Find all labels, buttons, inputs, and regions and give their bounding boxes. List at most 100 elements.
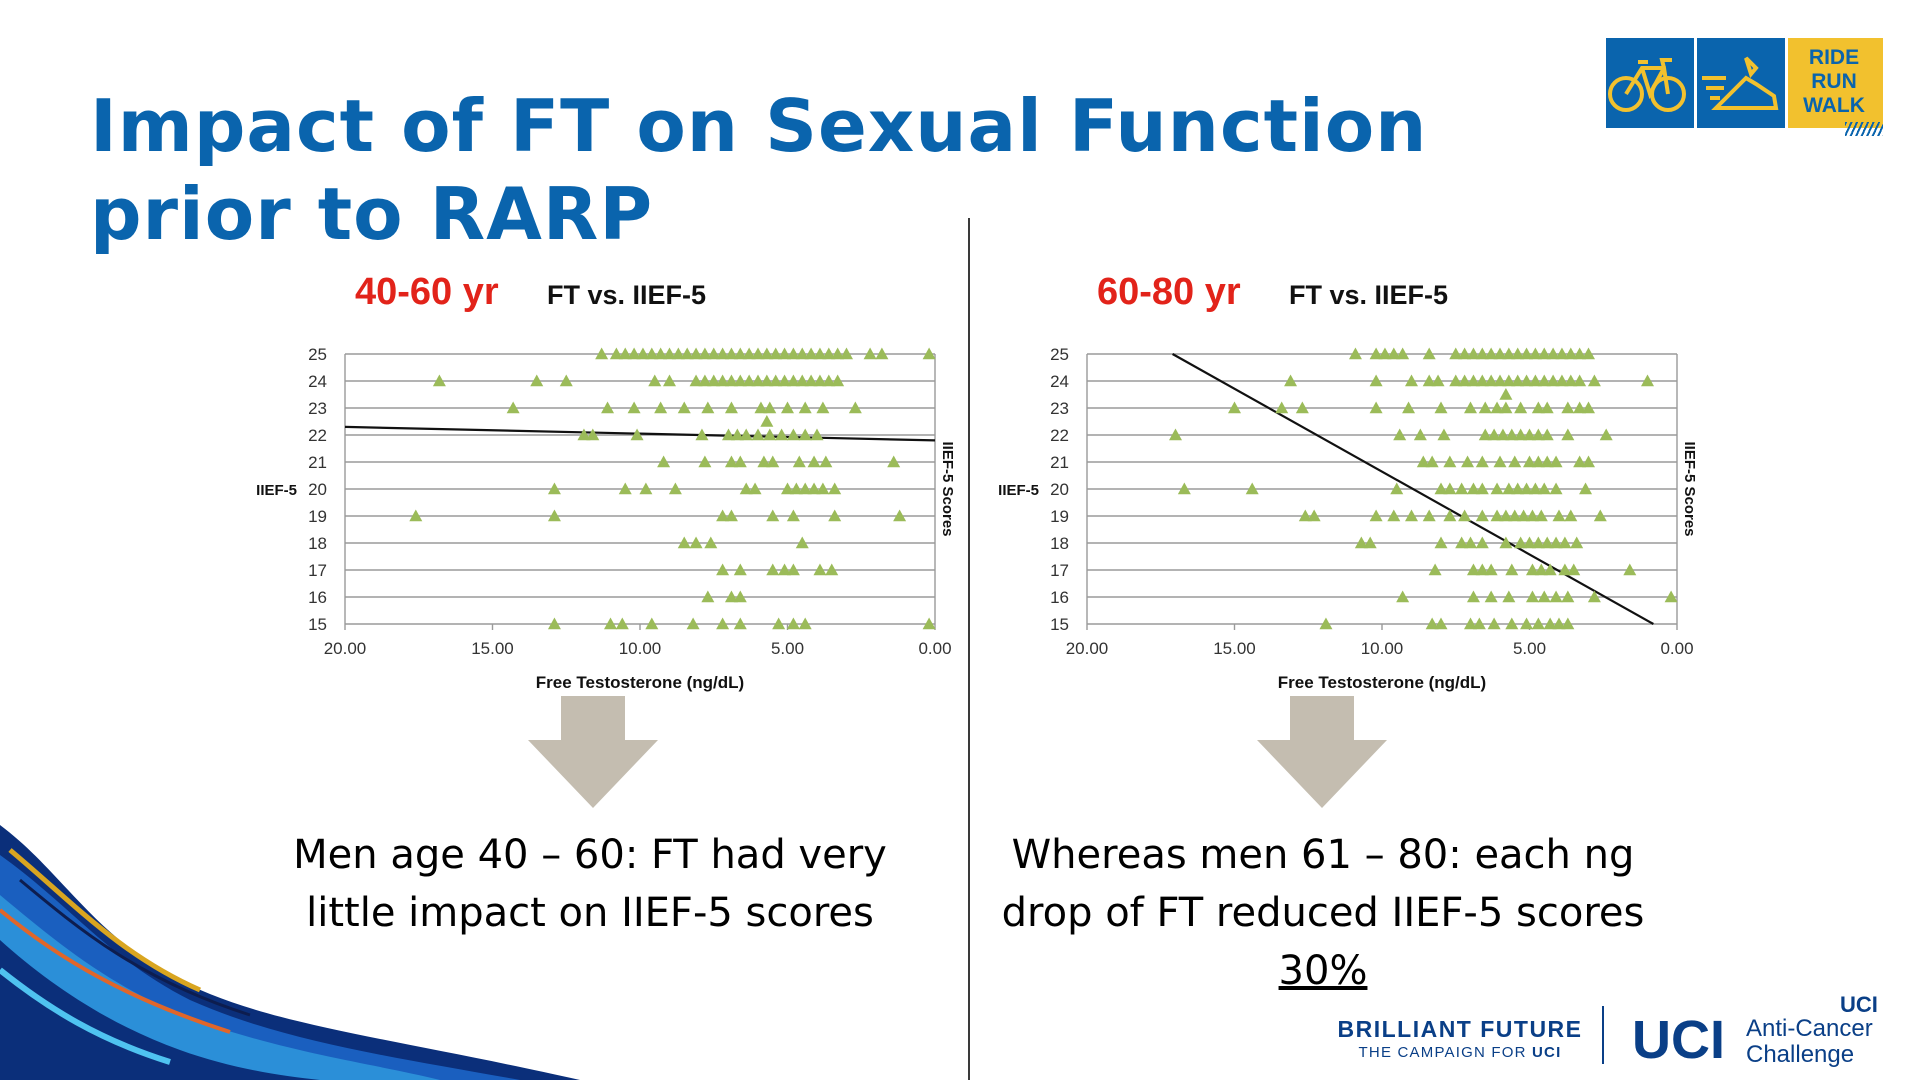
data-point [733, 374, 747, 387]
data-point [1499, 509, 1513, 522]
data-point [922, 347, 936, 360]
data-point [810, 428, 824, 441]
x-tick-label: 5.00 [1513, 639, 1546, 658]
data-point [1461, 455, 1475, 468]
data-point [1466, 347, 1480, 360]
data-point [813, 347, 827, 360]
data-point [432, 374, 446, 387]
data-point [893, 509, 907, 522]
data-point [1540, 428, 1554, 441]
data-point [1514, 536, 1528, 549]
scatter-plot: 60-80 yr FT vs. IIEF-5 25 24 23 22 21 20 19 18 17 1… [998, 271, 1698, 692]
x-tick-label: 0.00 [918, 639, 951, 658]
data-point [1496, 428, 1510, 441]
data-point [1499, 536, 1513, 549]
data-point [1434, 482, 1448, 495]
data-point [1546, 347, 1560, 360]
y-tick-label: 19 [308, 507, 327, 526]
trend-line [1172, 353, 1654, 625]
data-point [1525, 563, 1539, 576]
data-point [722, 428, 735, 441]
data-point [760, 415, 774, 427]
data-point [680, 347, 694, 360]
data-point [1549, 536, 1563, 549]
data-point [689, 374, 703, 387]
data-point [1623, 563, 1637, 576]
data-point [707, 374, 721, 387]
data-point [1390, 482, 1404, 495]
data-point [645, 347, 659, 360]
data-point [739, 482, 753, 495]
data-point [701, 590, 715, 603]
y-axis-label-right: IIEF-5 Scores [939, 441, 956, 536]
slide-title: Impact of FT on Sexual Function prior to… [90, 82, 1427, 258]
data-point [627, 401, 641, 414]
chart-60-80: 60-80 yr FT vs. IIEF-5 25 24 23 22 21 20 19 18 17 1… [987, 270, 1698, 710]
y-tick-label: 16 [1050, 588, 1069, 607]
data-point [716, 347, 730, 360]
data-point [1475, 347, 1489, 360]
data-point [1537, 590, 1551, 603]
campaign-sub-uci: UCI [1532, 1044, 1562, 1061]
data-point [766, 509, 780, 522]
data-point [1499, 401, 1513, 414]
data-point [663, 374, 676, 387]
data-point [1396, 347, 1410, 360]
data-point [781, 482, 794, 495]
data-point [1587, 374, 1601, 387]
data-point [751, 347, 765, 360]
challenge-line1: Anti-Cancer [1746, 1015, 1873, 1042]
y-tick-label: 16 [308, 588, 327, 607]
data-point [724, 347, 738, 360]
data-point [716, 617, 730, 630]
data-point [1449, 374, 1463, 387]
data-point [1561, 428, 1575, 441]
data-point [1490, 482, 1504, 495]
data-point [766, 563, 780, 576]
data-point [1493, 455, 1507, 468]
uci-logo: UCI [1632, 1010, 1725, 1070]
data-point [1502, 590, 1516, 603]
down-arrow-icon [528, 696, 658, 808]
data-point [530, 374, 544, 387]
data-point [760, 374, 774, 387]
data-point [704, 536, 718, 549]
data-point [1487, 617, 1501, 630]
data-point [657, 455, 671, 468]
y-tick-label: 22 [1050, 426, 1069, 445]
data-point [1428, 563, 1442, 576]
data-point [1484, 347, 1498, 360]
data-point [1245, 482, 1259, 495]
y-tick-label: 19 [1050, 507, 1069, 526]
data-point [1169, 428, 1182, 441]
y-tick-label: 17 [1050, 561, 1069, 580]
data-point [819, 455, 833, 468]
data-point [1295, 401, 1309, 414]
y-tick-label: 20 [308, 480, 327, 499]
brilliant-future-title: BRILLIANT FUTURE [1337, 1016, 1583, 1042]
data-point [1558, 563, 1572, 576]
brand-line2: RUN [1811, 70, 1857, 93]
x-axis-label: Free Testosterone (ng/dL) [1278, 673, 1486, 692]
y-tick-label: 18 [308, 534, 327, 553]
data-point [733, 347, 747, 360]
data-point [645, 617, 659, 630]
data-point [639, 482, 653, 495]
data-point [1464, 536, 1477, 549]
data-point [816, 482, 830, 495]
data-point [1363, 536, 1377, 549]
data-point [786, 428, 800, 441]
data-point [1641, 374, 1654, 387]
data-point [724, 509, 738, 522]
data-point [1517, 509, 1531, 522]
data-point [1502, 482, 1516, 495]
age-group-label: 40-60 yr [355, 271, 499, 313]
data-point [701, 401, 715, 414]
data-point [1537, 347, 1551, 360]
data-point [1537, 482, 1551, 495]
data-point [1508, 509, 1522, 522]
data-point [775, 428, 789, 441]
x-tick-label: 15.00 [471, 639, 514, 658]
center-divider [968, 218, 970, 1080]
data-point [648, 374, 662, 387]
